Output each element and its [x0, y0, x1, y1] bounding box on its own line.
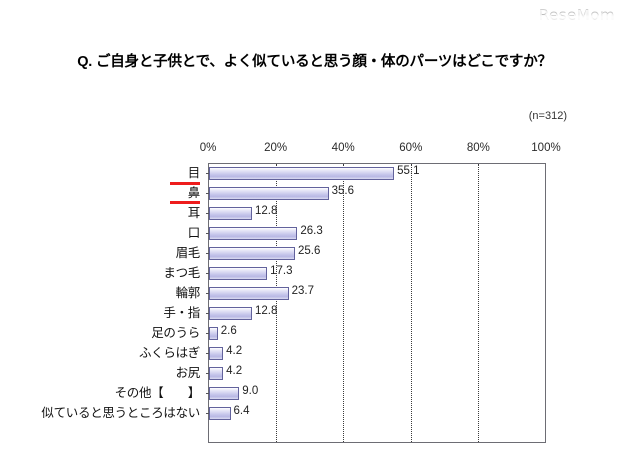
y-axis-tick — [206, 273, 209, 274]
y-axis-tick — [206, 353, 209, 354]
y-axis-tick — [206, 293, 209, 294]
bar — [209, 167, 395, 180]
bar-value-label: 55.1 — [397, 165, 420, 177]
bar-value-label: 6.4 — [233, 405, 250, 417]
y-axis-tick — [206, 173, 209, 174]
brand-logo: ReseMom — [538, 6, 615, 24]
category-label: 足のうら — [151, 325, 200, 340]
category-label-row: 足のうら — [0, 323, 204, 343]
gridline-80% — [477, 164, 479, 442]
bar — [209, 187, 329, 200]
bar-row: 25.6 — [206, 244, 545, 264]
category-label: まつ毛 — [163, 265, 200, 280]
category-label-row: まつ毛 — [0, 263, 204, 283]
highlight-marker-top — [170, 182, 200, 185]
category-label-row: お尻 — [0, 363, 204, 383]
x-axis-tick-2: 40% — [331, 142, 355, 154]
bar-row: 9.0 — [206, 384, 545, 404]
bar-row: 12.8 — [206, 204, 545, 224]
y-axis-tick — [206, 313, 209, 314]
category-label: ふくらはぎ — [138, 345, 200, 360]
category-label-row: その他【 】 — [0, 383, 204, 403]
bar-row: 6.4 — [206, 404, 545, 424]
category-label-row: 輪郭 — [0, 283, 204, 303]
x-axis-tick-labels: 0% 20% 40% 60% 80% 100% — [200, 142, 561, 158]
bar — [209, 387, 240, 400]
bar-value-label: 26.3 — [300, 225, 323, 237]
bar — [209, 347, 224, 360]
y-axis-tick — [206, 233, 209, 234]
bar-value-label: 23.7 — [291, 285, 315, 297]
category-label-row: 似ていると思うところはない — [0, 403, 204, 423]
y-axis-tick — [206, 393, 209, 394]
bar-row: 12.8 — [206, 304, 545, 324]
category-label: 眉毛 — [175, 245, 201, 260]
bar — [209, 307, 252, 320]
category-label-row: 目 — [0, 163, 204, 183]
category-label: その他【 】 — [114, 385, 201, 400]
bar-value-label: 25.6 — [298, 245, 321, 257]
category-label: 輪郭 — [175, 285, 201, 300]
bar — [209, 247, 296, 260]
highlight-marker-bottom — [170, 201, 200, 204]
category-label: 鼻 — [187, 185, 201, 200]
category-label-row: 口 — [0, 223, 204, 243]
category-label: 手・指 — [163, 305, 200, 320]
category-label: 似ていると思うところはない — [41, 405, 200, 420]
y-axis-tick — [206, 373, 209, 374]
y-axis-tick — [206, 333, 209, 334]
y-axis-tick — [206, 413, 209, 414]
bar — [209, 287, 289, 300]
category-label-row: 眉毛 — [0, 243, 204, 263]
category-label: 耳 — [187, 205, 201, 220]
bar — [209, 327, 218, 340]
gridline-40% — [343, 164, 345, 442]
category-label-row: 鼻 — [0, 182, 204, 204]
x-axis-tick-0: 0% — [199, 142, 217, 154]
bar — [209, 227, 298, 240]
bars-layer: 55.1 35.6 12.8 26.3 25.6 17.3 23.7 12.8 2.6 4.2 4.… — [206, 164, 545, 442]
category-label: お尻 — [175, 365, 201, 380]
bar — [209, 407, 231, 420]
bar-value-label: 12.8 — [255, 205, 278, 217]
x-axis-tick-3: 60% — [399, 142, 423, 154]
bar-value-label: 2.6 — [220, 325, 237, 337]
bar-value-label: 9.0 — [242, 385, 259, 397]
bar-value-label: 17.3 — [270, 265, 293, 277]
category-label-row: 手・指 — [0, 303, 204, 323]
bar-row: 2.6 — [206, 324, 545, 344]
bar-value-label: 4.2 — [226, 365, 243, 377]
bar-row: 26.3 — [206, 224, 545, 244]
sample-size-label: (n=312) — [528, 110, 567, 122]
x-axis-tick-1: 20% — [264, 142, 288, 154]
chart-title: Q. ご自身と子供とで、よく似ていると思う顔・体のパーツはどこですか？ — [77, 54, 552, 70]
x-axis-tick-5: 100% — [531, 142, 561, 154]
bar-row: 17.3 — [206, 264, 545, 284]
y-axis-tick — [206, 193, 209, 194]
category-label-row: 耳 — [0, 203, 204, 223]
bar — [209, 207, 252, 220]
bar-row: 4.2 — [206, 364, 545, 384]
gridline-20% — [276, 164, 278, 442]
bar-row: 35.6 — [206, 184, 545, 204]
bar-row: 55.1 — [206, 164, 545, 184]
y-axis-tick — [206, 253, 209, 254]
bar-value-label: 35.6 — [331, 185, 354, 197]
y-axis-tick — [206, 213, 209, 214]
gridline-60% — [410, 164, 412, 442]
category-label: 目 — [187, 165, 201, 180]
bar-value-label: 4.2 — [226, 345, 243, 357]
plot-area: 55.1 35.6 12.8 26.3 25.6 17.3 23.7 12.8 2.6 4.2 4.… — [206, 163, 546, 443]
y-axis-category-labels: 目鼻耳口眉毛まつ毛輪郭手・指足のうらふくらはぎお尻その他【 】似ていると思うとこ… — [0, 163, 204, 443]
x-axis-tick-4: 80% — [466, 142, 490, 154]
category-label-row: ふくらはぎ — [0, 343, 204, 363]
bar-row: 4.2 — [206, 344, 545, 364]
bar — [209, 267, 268, 280]
bar-value-label: 12.8 — [255, 305, 278, 317]
bar-row: 23.7 — [206, 284, 545, 304]
bar — [209, 367, 224, 380]
category-label: 口 — [187, 225, 201, 240]
